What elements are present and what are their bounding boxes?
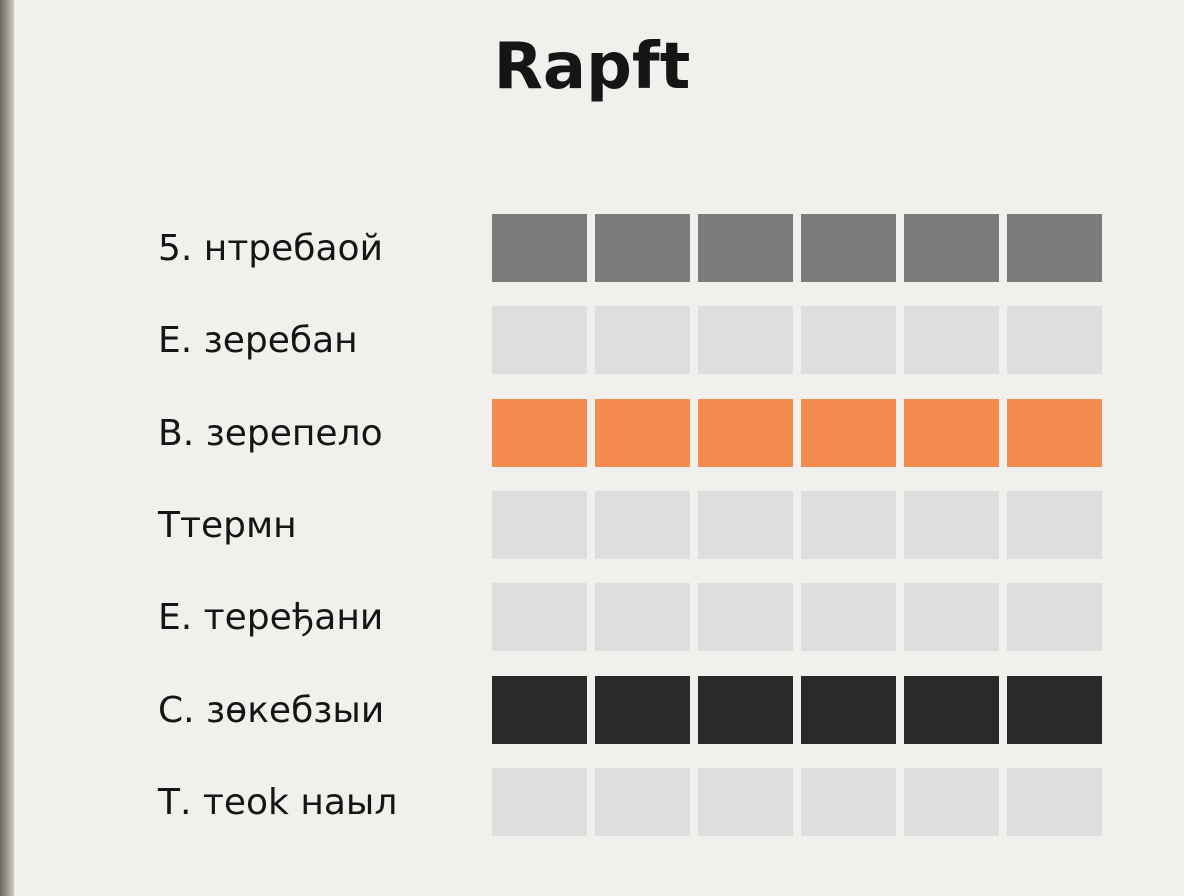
cell	[595, 306, 690, 375]
grid-row: С. зөкебзыи	[0, 675, 1184, 746]
cell	[492, 214, 587, 282]
cell	[492, 398, 587, 467]
grid-row: Ттермн	[0, 490, 1184, 561]
cell	[698, 490, 793, 559]
grid-row: 5. нтребаой	[0, 214, 1184, 284]
cell	[595, 583, 690, 652]
cell	[1007, 675, 1102, 744]
cell	[698, 583, 793, 652]
cell	[801, 675, 896, 744]
cell	[698, 214, 793, 282]
cell	[801, 306, 896, 375]
grid-row: В. зерепело	[0, 398, 1184, 469]
cell	[904, 767, 999, 836]
cell	[492, 675, 587, 744]
row-label: Е. зеребан	[158, 320, 358, 362]
cell	[698, 675, 793, 744]
cell	[801, 583, 896, 652]
cell	[698, 306, 793, 375]
cell	[1007, 398, 1102, 467]
cell	[492, 306, 587, 375]
cell	[801, 767, 896, 836]
cell	[595, 767, 690, 836]
cell	[492, 583, 587, 652]
cell	[904, 214, 999, 282]
title: Rapft	[493, 30, 691, 104]
row-label: 5. нтребаой	[158, 228, 383, 269]
cell	[1007, 214, 1102, 282]
grid-row: Е. терeђани	[0, 583, 1184, 653]
cell	[801, 398, 896, 467]
cell	[698, 398, 793, 467]
cell	[698, 767, 793, 836]
cell	[1007, 767, 1102, 836]
row-label: Е. терeђани	[158, 597, 384, 639]
cell	[904, 675, 999, 744]
cell	[904, 398, 999, 467]
row-label: Т. теok наыл	[158, 781, 398, 823]
cell	[801, 214, 896, 282]
cell	[904, 306, 999, 375]
cell	[904, 583, 999, 652]
grid-row: Е. зеребан	[0, 306, 1184, 376]
row-label: С. зөкебзыи	[158, 689, 385, 731]
cell	[595, 214, 690, 282]
cell	[1007, 490, 1102, 559]
cell	[904, 490, 999, 559]
cell	[492, 490, 587, 559]
row-label: Ттермн	[158, 504, 297, 546]
cell	[801, 490, 896, 559]
cell	[1007, 306, 1102, 375]
cell	[1007, 583, 1102, 652]
row-label: В. зерепело	[158, 412, 383, 454]
grid-row: Т. теok наыл	[0, 767, 1184, 838]
cell	[595, 490, 690, 559]
cell	[595, 398, 690, 467]
cell	[492, 767, 587, 836]
cell	[595, 675, 690, 744]
page-edge	[0, 0, 14, 896]
